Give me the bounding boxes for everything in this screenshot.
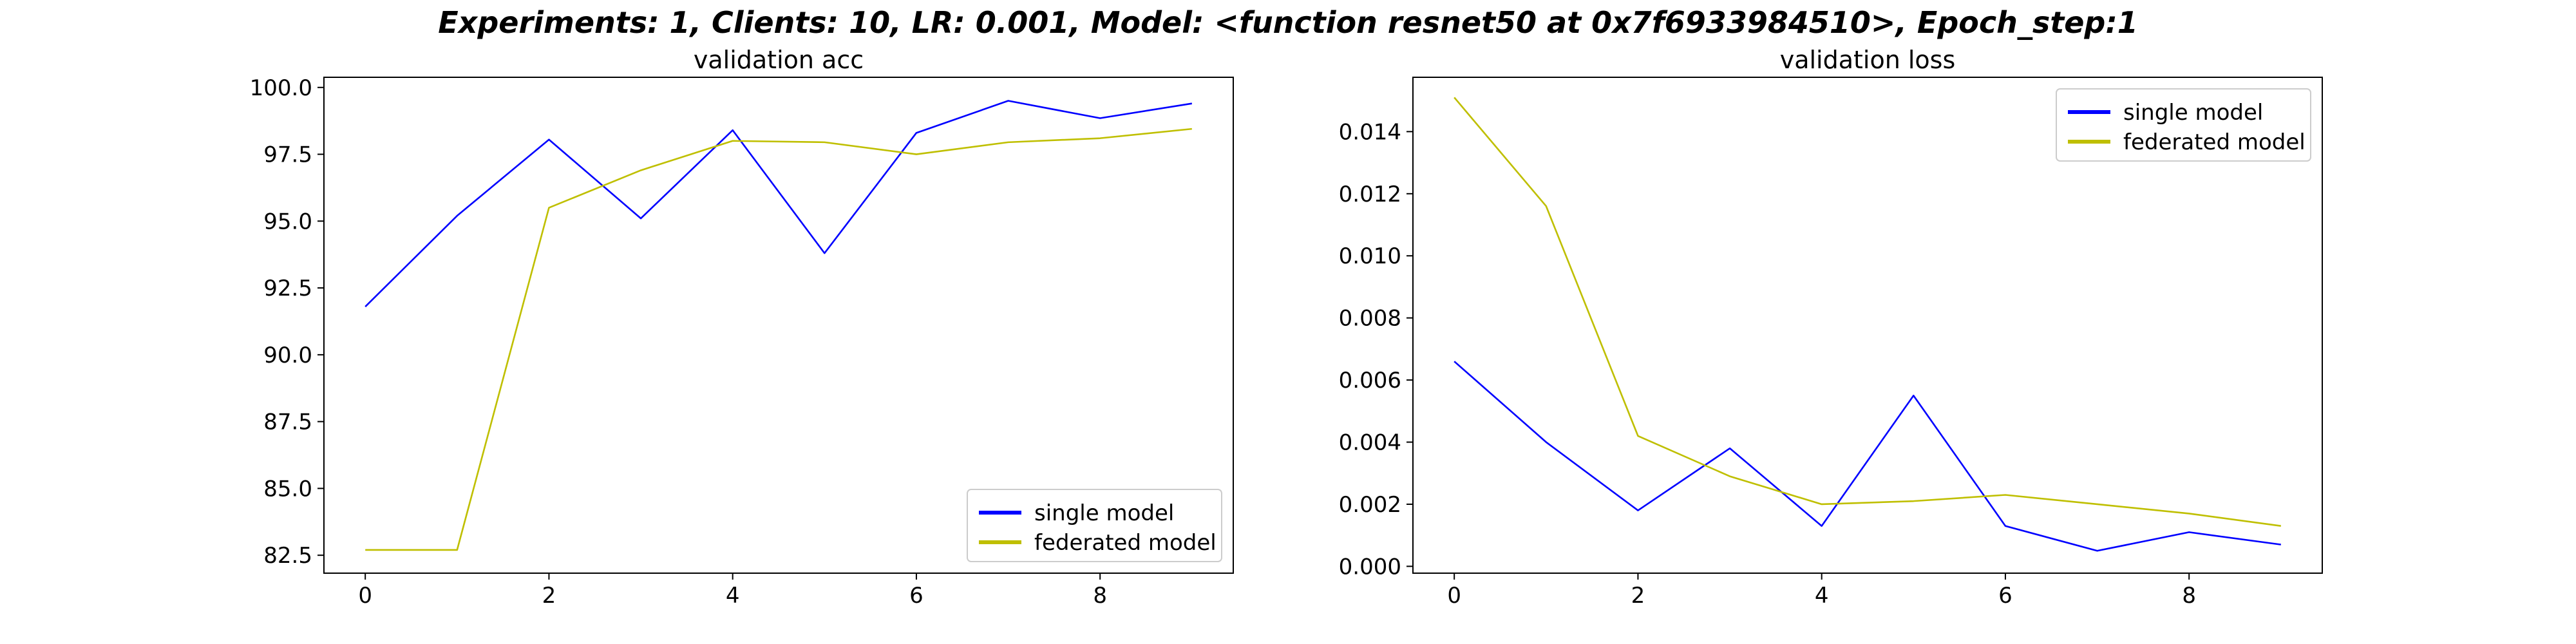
chart-0: validation acc 0 2 4 6 8 82.5 85.0 87.5 90.0 92.5 9… — [250, 46, 1234, 609]
x-tick-label: 8 — [2182, 583, 2196, 609]
series-line-single-model — [365, 100, 1193, 308]
chart-title: validation acc — [694, 46, 864, 74]
y-tick-label: 97.5 — [263, 142, 312, 168]
chart-title: validation loss — [1780, 46, 1956, 74]
x-tick-label: 6 — [1998, 583, 2012, 609]
x-tick-label: 0 — [358, 583, 372, 609]
x-tick-label: 4 — [726, 583, 740, 609]
legend: single model federated model — [967, 489, 1222, 562]
y-tick-label: 100.0 — [250, 75, 312, 101]
figure-suptitle: Experiments: 1, Clients: 10, LR: 0.001, … — [438, 5, 2138, 40]
y-tick-label: 82.5 — [263, 543, 312, 569]
chart-1: validation loss 0 2 4 6 8 0.000 0.002 0.004 0.006… — [1339, 46, 2323, 609]
legend-label: single model — [2123, 100, 2263, 126]
legend-label: federated model — [1034, 530, 1217, 556]
x-tick-label: 8 — [1093, 583, 1107, 609]
legend-box — [967, 489, 1222, 562]
y-tick-label: 92.5 — [263, 276, 312, 301]
x-tick-label: 2 — [542, 583, 556, 609]
series-line-single-model — [1454, 361, 2281, 552]
legend-label: federated model — [2123, 129, 2306, 155]
series-line-federated-model — [1454, 97, 2281, 527]
y-tick-label: 0.000 — [1339, 554, 1401, 580]
y-tick-label: 0.004 — [1339, 430, 1401, 456]
legend-label: single model — [1034, 500, 1174, 526]
y-tick-label: 0.006 — [1339, 368, 1401, 393]
legend-box — [2056, 88, 2311, 162]
axes-frame — [323, 77, 1234, 574]
y-tick-label: 0.010 — [1339, 243, 1401, 269]
y-tick-label: 0.002 — [1339, 492, 1401, 518]
y-tick-label: 85.0 — [263, 476, 312, 502]
x-tick-label: 4 — [1815, 583, 1829, 609]
y-tick-label: 95.0 — [263, 209, 312, 234]
legend: single model federated model — [2056, 88, 2311, 162]
x-tick-label: 2 — [1631, 583, 1645, 609]
y-tick-label: 0.014 — [1339, 119, 1401, 145]
series-line-federated-model — [365, 128, 1192, 551]
axes-frame — [1412, 77, 2323, 574]
y-tick-label: 0.008 — [1339, 306, 1401, 332]
y-tick-label: 87.5 — [263, 410, 312, 435]
x-tick-label: 0 — [1447, 583, 1461, 609]
y-tick-label: 90.0 — [263, 343, 312, 368]
y-tick-label: 0.012 — [1339, 182, 1401, 207]
x-tick-label: 6 — [909, 583, 923, 609]
